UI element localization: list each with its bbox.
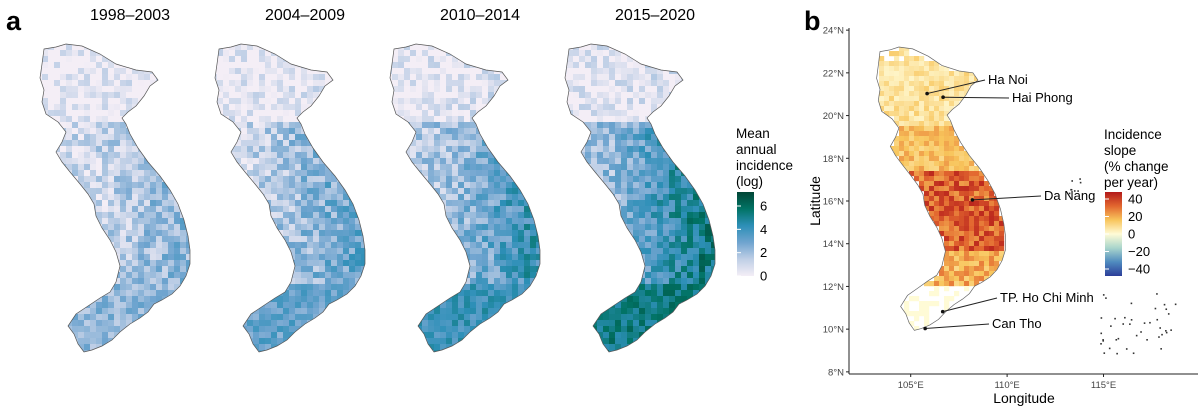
- y-tick-label: 24°N: [823, 26, 844, 37]
- y-tick-label: 18°N: [823, 154, 844, 165]
- incidence-legend: Mean annual incidence (log) 6 4 2 0: [736, 126, 793, 284]
- incidence-legend-title-2: annual: [736, 142, 777, 157]
- incidence-legend-tick: 0: [760, 269, 767, 284]
- x-tick-label: 110°E: [994, 380, 1019, 391]
- y-tick-label: 14°N: [823, 239, 844, 250]
- period-title-3: 2010–2014: [440, 7, 520, 24]
- period-title-1: 1998–2003: [90, 7, 170, 24]
- city-label: Can Tho: [992, 316, 1042, 331]
- slope-legend-tick: 20: [1128, 209, 1142, 224]
- slope-legend-title-2: slope: [1104, 143, 1136, 158]
- incidence-maps: [39, 43, 716, 353]
- city-marker: [925, 91, 929, 96]
- x-axis-title: Longitude: [993, 390, 1055, 406]
- y-tick-label: 20°N: [823, 111, 844, 122]
- city-marker: [923, 326, 927, 331]
- x-tick-label: 105°E: [898, 380, 924, 391]
- slope-legend-tick: 40: [1128, 192, 1142, 207]
- incidence-colorbar: [737, 192, 754, 276]
- x-tick-label: 115°E: [1091, 380, 1116, 391]
- period-title-2: 2004–2009: [265, 7, 345, 24]
- city-label: Da Nang: [1044, 188, 1095, 203]
- city-leader-line: [925, 323, 990, 330]
- y-tick-label: 10°N: [823, 325, 844, 336]
- city-annotations: Ha Noi Hai Phong Da Nang TP. Ho Chi Minh Can…: [923, 72, 1095, 331]
- city-leader-line: [972, 195, 1042, 201]
- city-leader-line: [943, 96, 1010, 99]
- city-label: TP. Ho Chi Minh: [1000, 290, 1094, 305]
- slope-colorbar: [1105, 192, 1122, 276]
- incidence-map-4: [564, 43, 716, 353]
- y-tick-label: 16°N: [823, 197, 844, 208]
- slope-legend-tick: −20: [1128, 244, 1150, 259]
- slope-legend-title-3: (% change: [1104, 159, 1169, 174]
- city-marker: [970, 198, 975, 202]
- incidence-legend-tick: 6: [760, 199, 767, 214]
- incidence-legend-tick: 2: [760, 245, 767, 260]
- y-axis-title: Latitude: [807, 176, 823, 226]
- slope-legend-title-4: per year): [1104, 175, 1158, 190]
- slope-legend-tick: 0: [1128, 227, 1135, 242]
- panel-a-letter: a: [6, 6, 22, 36]
- slope-legend-title-1: Incidence: [1104, 127, 1162, 142]
- incidence-map-3: [389, 43, 541, 353]
- city-label: Hai Phong: [1012, 90, 1073, 105]
- city-leader-line: [926, 79, 986, 95]
- city-label: Ha Noi: [988, 72, 1028, 87]
- period-title-4: 2015–2020: [615, 7, 695, 24]
- incidence-map-2: [214, 43, 366, 353]
- city-leader-line: [942, 297, 998, 313]
- city-marker: [940, 309, 945, 314]
- incidence-legend-title-4: (log): [736, 174, 763, 189]
- slope-legend: Incidence slope (% change per year) 40 20…: [1104, 127, 1169, 277]
- incidence-legend-tick: 4: [760, 222, 767, 237]
- incidence-map-1: [39, 43, 191, 353]
- incidence-legend-title-3: incidence: [736, 158, 793, 173]
- y-tick-label: 22°N: [823, 68, 844, 79]
- incidence-legend-title-1: Mean: [736, 126, 770, 141]
- y-tick-label: 12°N: [823, 282, 844, 293]
- panel-b-letter: b: [804, 6, 821, 36]
- incidence-legend-ticks: 6 4 2 0: [737, 199, 767, 284]
- slope-legend-ticks: 40 20 0 −20 −40: [1105, 192, 1150, 277]
- slope-legend-tick: −40: [1128, 262, 1150, 277]
- y-tick-label: 8°N: [828, 367, 844, 378]
- slope-map: [876, 46, 1177, 355]
- slope-axes: 24°N 22°N 20°N 18°N 16°N 14°N 12°N 10°N 8°N 105°E…: [823, 26, 1116, 391]
- city-marker: [941, 95, 945, 99]
